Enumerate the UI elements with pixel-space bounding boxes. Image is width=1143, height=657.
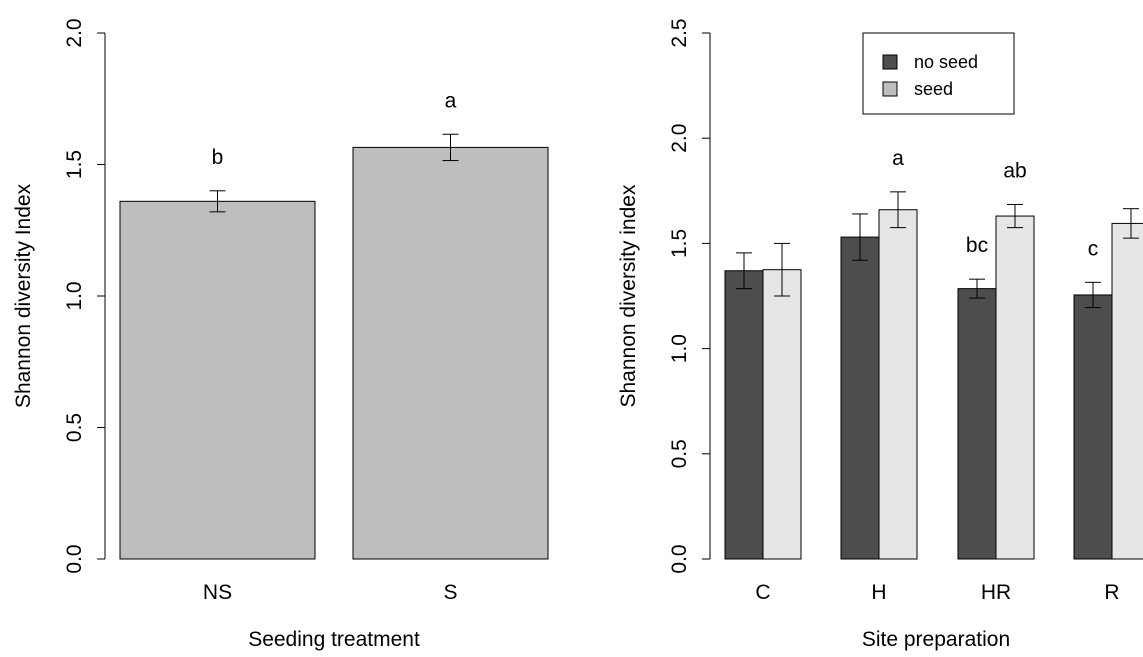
legend-label-no-seed: no seed (914, 52, 978, 72)
x-tick-label: R (1104, 581, 1119, 604)
y-axis-title: Shannon diversity index (617, 184, 640, 407)
legend-label-seed: seed (914, 79, 953, 99)
significance-letter: bc (966, 234, 988, 257)
legend: no seed seed (862, 32, 1015, 115)
significance-letter: a (892, 147, 904, 170)
y-tick-label: 2.5 (668, 18, 691, 47)
bar-s (352, 146, 549, 560)
y-tick-label: 1.0 (668, 334, 691, 363)
y-tick-label: 1.0 (63, 281, 86, 310)
bar-r-seed (1111, 222, 1143, 560)
y-tick-label: 0.0 (668, 544, 691, 573)
y-axis-title: Shannon diversity Index (12, 183, 35, 408)
y-tick-label: 2.0 (63, 18, 86, 47)
bar-ns (119, 200, 316, 560)
y-tick-label: 1.5 (668, 229, 691, 258)
x-axis-title: Site preparation (862, 628, 1010, 651)
significance-letter: ab (1003, 159, 1026, 182)
y-tick-label: 2.0 (668, 124, 691, 153)
bar-h-no-seed (840, 236, 880, 560)
y-tick-label: 0.0 (63, 544, 86, 573)
bar-r-no-seed (1073, 294, 1113, 560)
y-tick-label: 1.5 (63, 150, 86, 179)
x-tick-label: HR (981, 581, 1011, 604)
significance-letter: a (445, 89, 457, 112)
significance-letter: c (1088, 237, 1099, 260)
legend-swatch-no-seed (882, 54, 898, 70)
legend-box (862, 32, 1015, 115)
x-axis-title: Seeding treatment (248, 628, 420, 651)
panel-site-preparation: Site preparation Shannon diversity index… (617, 18, 1143, 651)
y-tick-label: 0.5 (668, 439, 691, 468)
y-tick-label: 0.5 (63, 413, 86, 442)
panel-seeding-treatment: Seeding treatment Shannon diversity Inde… (12, 18, 549, 651)
x-tick-label: NS (203, 581, 232, 604)
bar-hr-seed (995, 215, 1035, 560)
bar-h-seed (878, 209, 918, 560)
legend-swatch-seed (882, 81, 898, 97)
x-tick-label: S (443, 581, 457, 604)
x-tick-label: H (871, 581, 886, 604)
x-tick-label: C (755, 581, 770, 604)
bar-c-no-seed (724, 270, 764, 560)
bar-hr-no-seed (957, 288, 997, 560)
significance-letter: b (212, 146, 224, 169)
bar-c-seed (762, 269, 802, 560)
